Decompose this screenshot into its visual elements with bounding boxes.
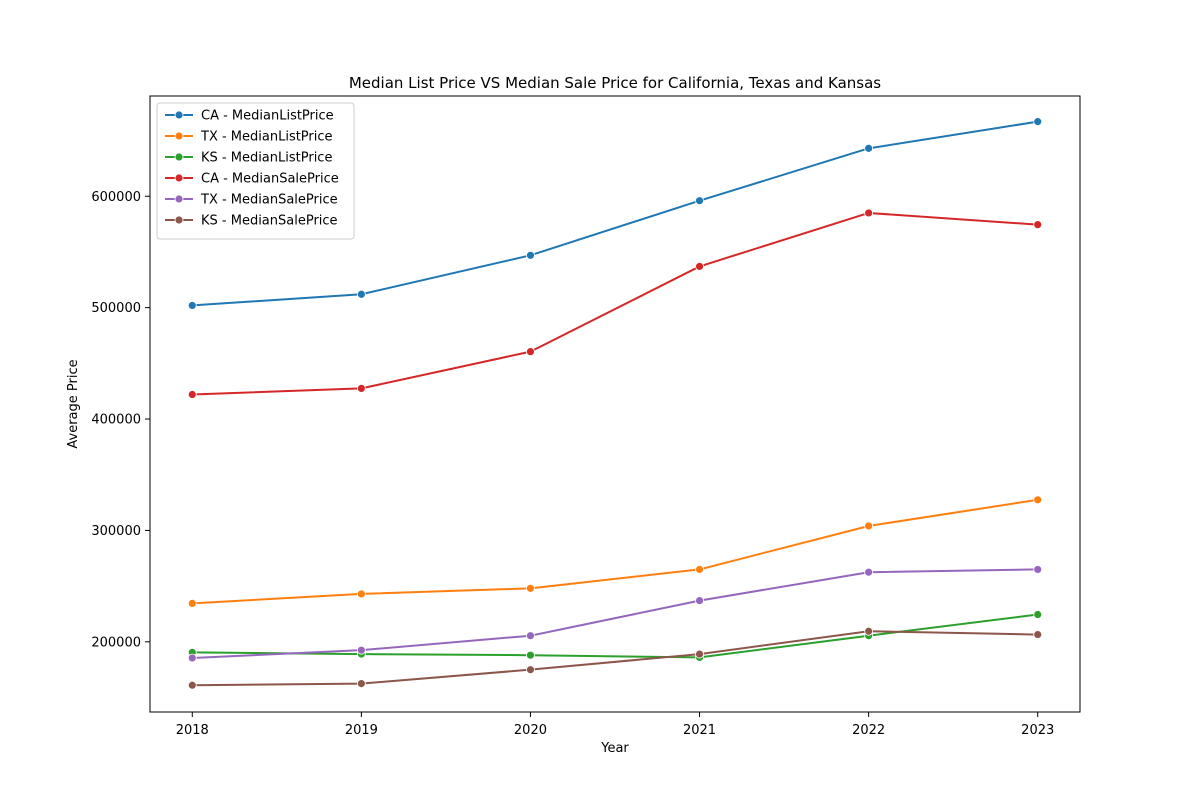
series-line <box>192 630 1038 687</box>
data-point <box>864 208 874 218</box>
series-1 <box>187 495 1043 608</box>
data-point <box>1033 117 1043 127</box>
data-point <box>864 626 874 636</box>
x-tick-label: 2021 <box>683 723 716 738</box>
data-point <box>526 665 535 675</box>
legend-label: TX - MedianListPrice <box>200 130 333 145</box>
y-tick-label: 400000 <box>91 413 141 428</box>
legend-label: CA - MedianListPrice <box>201 109 334 124</box>
data-point <box>1033 610 1043 619</box>
data-point <box>187 301 197 310</box>
legend-item: TX - MedianSalePrice <box>165 193 338 208</box>
legend-item: CA - MedianListPrice <box>165 109 334 124</box>
series-layer <box>187 117 1043 690</box>
chart-title: Median List Price VS Median Sale Price f… <box>349 74 881 92</box>
series-0 <box>187 117 1043 310</box>
data-point <box>695 649 704 659</box>
y-tick-label: 500000 <box>91 301 141 316</box>
legend: CA - MedianListPrice TX - MedianListPrice… <box>156 102 355 240</box>
series-5 <box>187 626 1043 690</box>
data-point <box>526 250 535 260</box>
series-3 <box>187 208 1043 399</box>
legend-swatch-marker <box>174 215 184 225</box>
data-point <box>695 262 704 271</box>
y-axis: 200000 300000 400000 500000 600000 <box>91 190 150 650</box>
legend-item: KS - MedianListPrice <box>165 151 332 166</box>
y-tick-label: 300000 <box>91 524 141 539</box>
series-line <box>192 613 1038 659</box>
data-point <box>187 598 197 608</box>
data-point <box>695 596 704 606</box>
legend-label: KS - MedianSalePrice <box>201 214 338 229</box>
data-point <box>695 565 704 574</box>
series-line <box>192 120 1038 307</box>
series-line <box>192 211 1038 396</box>
plot-area <box>149 95 1081 713</box>
data-point <box>1033 630 1043 639</box>
data-point <box>864 143 874 153</box>
data-point <box>187 680 197 690</box>
data-point <box>526 583 535 593</box>
y-tick-label: 600000 <box>91 190 141 205</box>
legend-label: KS - MedianListPrice <box>201 151 332 166</box>
legend-item: CA - MedianSalePrice <box>165 172 339 187</box>
data-point <box>1033 220 1043 230</box>
legend-swatch-marker <box>174 131 184 141</box>
y-tick-label: 200000 <box>91 635 141 650</box>
x-tick-label: 2022 <box>852 723 885 738</box>
x-tick-label: 2020 <box>514 723 547 738</box>
legend-item: KS - MedianSalePrice <box>165 214 338 229</box>
data-point <box>356 589 366 599</box>
series-line <box>192 568 1038 659</box>
legend-swatch-marker <box>174 173 184 183</box>
series-line <box>192 498 1038 605</box>
data-point <box>864 521 874 531</box>
y-axis-label: Average Price <box>66 359 81 448</box>
data-point <box>187 390 197 399</box>
x-tick-label: 2019 <box>345 723 378 738</box>
x-tick-label: 2023 <box>1021 723 1054 738</box>
legend-item: TX - MedianListPrice <box>165 130 333 145</box>
data-point <box>1033 495 1043 505</box>
data-point <box>695 196 704 206</box>
legend-label: CA - MedianSalePrice <box>201 172 339 187</box>
legend-box <box>156 102 355 240</box>
data-point <box>356 289 366 299</box>
data-point <box>864 567 874 577</box>
series-4 <box>187 565 1043 663</box>
legend-swatch-marker <box>174 152 184 162</box>
data-point <box>356 384 366 393</box>
data-point <box>187 653 197 663</box>
x-axis: 2018 2019 2020 2021 2022 2023 <box>176 712 1054 738</box>
legend-swatch-marker <box>174 194 184 204</box>
data-point <box>526 347 535 357</box>
data-point <box>1033 565 1043 574</box>
data-point <box>356 679 366 688</box>
legend-label: TX - MedianSalePrice <box>200 193 338 208</box>
legend-swatch-marker <box>174 110 184 120</box>
x-tick-label: 2018 <box>176 723 209 738</box>
data-point <box>526 650 535 660</box>
data-point <box>356 645 366 655</box>
data-point <box>526 631 535 641</box>
x-axis-label: Year <box>600 741 629 756</box>
